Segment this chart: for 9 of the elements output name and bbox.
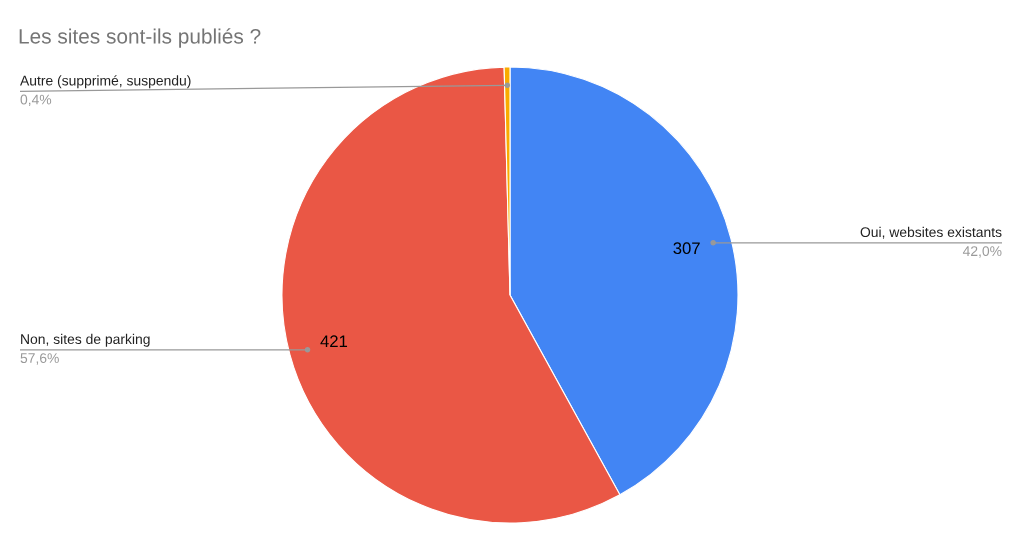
data-label: 307 (673, 242, 700, 255)
text: 42,0% (962, 246, 1002, 258)
data-label: 421 (320, 335, 348, 347)
slice-label: Autre (supprimé, suspendu) (20, 75, 191, 89)
slice-label: Non, sites de parking (21, 333, 150, 347)
chart-title: Les sites sont-ils publiés ? (19, 28, 261, 48)
slice-label: Oui, websites existants (860, 226, 1002, 239)
text: 57,6% (20, 353, 59, 365)
text: 0,4% (20, 94, 52, 107)
